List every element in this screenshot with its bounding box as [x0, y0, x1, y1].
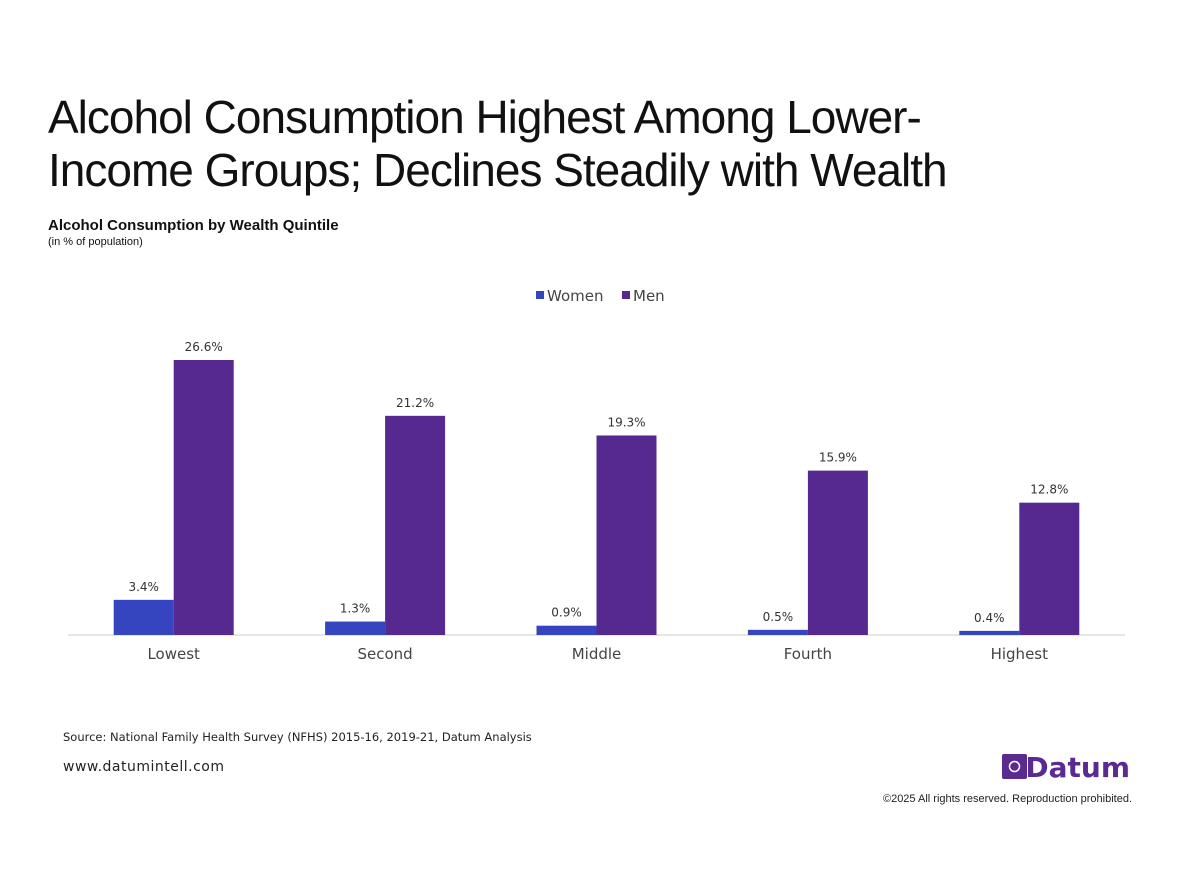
- legend-label: Men: [633, 287, 665, 305]
- plot: Lowest 3.4% 26.6% Second 1.3% 21.2% Middle 0.9%…: [113, 340, 1080, 663]
- bar: [596, 435, 657, 635]
- website: www.datumintell.com: [63, 759, 224, 775]
- bar: [113, 599, 174, 635]
- brand: Datum: [1025, 751, 1130, 784]
- value-label: 19.3%: [607, 415, 645, 429]
- value-label: 12.8%: [1030, 483, 1068, 497]
- x-tick-label: Highest: [991, 645, 1049, 663]
- bar: [807, 470, 868, 635]
- legend-swatch: [536, 291, 544, 299]
- value-label: 0.5%: [763, 610, 794, 624]
- value-label: 0.4%: [974, 611, 1005, 625]
- logo-icon: [1002, 754, 1027, 779]
- legend-swatch: [622, 291, 630, 299]
- value-label: 1.3%: [340, 602, 371, 616]
- value-label: 15.9%: [819, 451, 857, 465]
- bar: [385, 415, 446, 635]
- copyright: ©2025 All rights reserved. Reproduction …: [883, 793, 1132, 805]
- value-label: 0.9%: [551, 606, 582, 620]
- bar: [1019, 502, 1080, 635]
- legend: Women Men: [536, 287, 665, 305]
- bar: [173, 360, 234, 635]
- logo: Datum: [1002, 751, 1130, 784]
- bar: [536, 625, 597, 635]
- x-tick-label: Fourth: [784, 645, 832, 663]
- x-tick-label: Lowest: [147, 645, 200, 663]
- unit-note: (in % of population): [48, 236, 143, 248]
- value-label: 26.6%: [185, 340, 223, 354]
- title-line: Alcohol Consumption Highest Among Lower-: [48, 91, 921, 143]
- bar: [959, 630, 1020, 635]
- logo-glyph: [1008, 760, 1021, 773]
- value-label: 21.2%: [396, 396, 434, 410]
- bar: [325, 621, 386, 635]
- x-tick-label: Second: [357, 645, 412, 663]
- source: Source: National Family Health Survey (N…: [63, 730, 532, 744]
- title-line: Income Groups; Declines Steadily with We…: [48, 144, 947, 196]
- bar: [747, 629, 808, 635]
- legend-label: Women: [547, 287, 603, 305]
- subtitle: Alcohol Consumption by Wealth Quintile: [48, 217, 339, 234]
- x-tick-label: Middle: [572, 645, 622, 663]
- value-label: 3.4%: [128, 580, 159, 594]
